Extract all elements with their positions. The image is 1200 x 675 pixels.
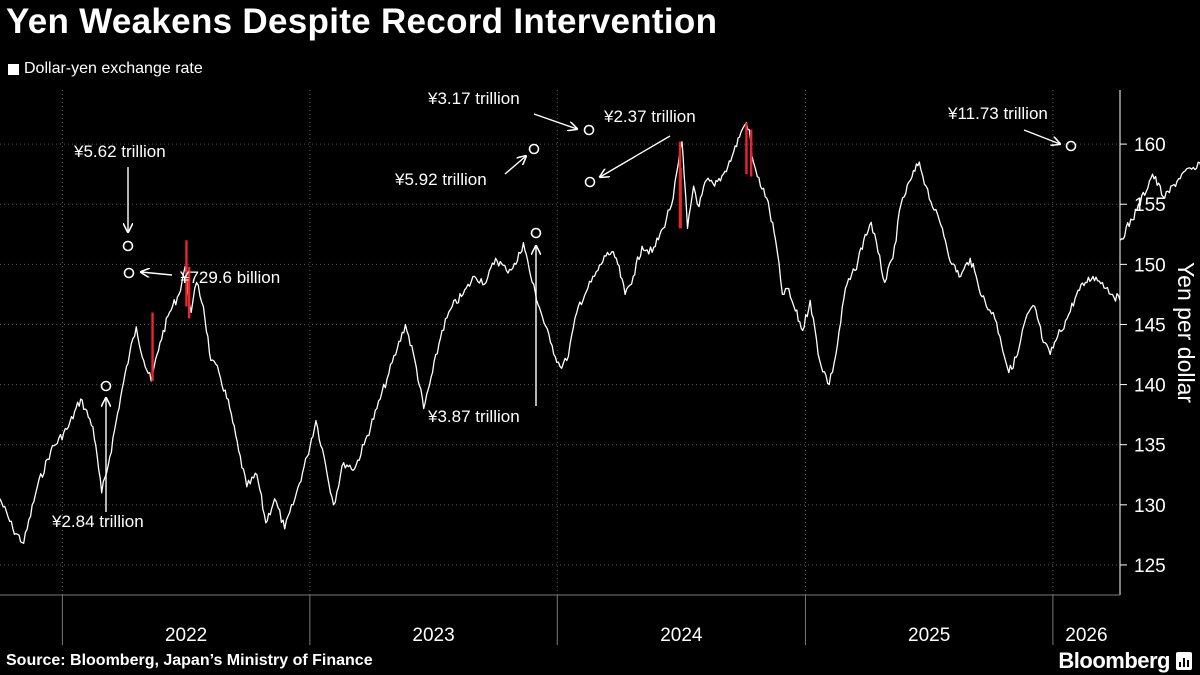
y-tick-label: 155 — [1134, 195, 1166, 216]
legend-label: Dollar-yen exchange rate — [24, 60, 203, 77]
intervention-marker — [1065, 140, 1077, 152]
annotation-arrow — [141, 272, 173, 275]
annotation-label: ¥2.37 trillion — [603, 107, 696, 126]
y-axis: 125 130 135 140 145 150 155 160 Yen per dollar — [1119, 90, 1199, 595]
y-tick-label: 125 — [1134, 556, 1166, 577]
y-tick-label: 160 — [1134, 135, 1166, 156]
annotation-label: ¥729.6 billion — [179, 268, 280, 287]
intervention-marker — [123, 267, 135, 279]
brand-wordmark: Bloomberg — [1058, 648, 1170, 673]
intervention-marker — [530, 227, 542, 239]
intervention-marker — [583, 124, 595, 136]
annotation-label: ¥3.87 trillion — [427, 407, 520, 426]
series-path — [0, 121, 1121, 544]
annotation-label: ¥3.17 trillion — [427, 89, 520, 108]
annotation-label: ¥5.62 trillion — [73, 142, 166, 161]
x-tick-label: 2023 — [412, 625, 454, 646]
y-tick-label: 140 — [1134, 376, 1166, 397]
intervention-marker — [100, 380, 112, 392]
legend-swatch — [8, 63, 19, 75]
series-line — [0, 121, 1200, 544]
annotation-label: ¥11.73 trillion — [947, 104, 1048, 123]
legend: Dollar-yen exchange rate — [8, 60, 203, 78]
x-tick-label: 2024 — [660, 625, 703, 646]
x-axis: 2022 2023 2024 2025 2026 — [0, 594, 1120, 646]
annotation-arrow — [1023, 129, 1060, 144]
x-tick-label: 2022 — [165, 625, 207, 646]
y-axis-title: Yen per dollar — [1173, 262, 1199, 403]
annotation-arrow — [533, 113, 577, 129]
source-note: Source: Bloomberg, Japan’s Ministry of F… — [6, 652, 373, 669]
bloomberg-chart-icon — [1176, 652, 1192, 670]
intervention-marker — [584, 176, 596, 188]
annotation-arrow — [600, 135, 671, 177]
intervention-marks — [151, 122, 753, 381]
y-tick-label: 135 — [1134, 436, 1166, 457]
annotation-label: ¥5.92 trillion — [394, 170, 487, 189]
series-path — [1119, 161, 1200, 241]
annotation-arrow — [504, 156, 526, 175]
y-tick-label: 145 — [1134, 315, 1166, 336]
x-tick-label: 2025 — [908, 625, 950, 646]
annotation-label: ¥2.84 trillion — [51, 512, 144, 531]
brand: Bloomberg — [1058, 648, 1192, 674]
y-tick-label: 150 — [1134, 255, 1166, 276]
intervention-marker — [122, 240, 134, 252]
gridlines — [0, 90, 1120, 595]
y-tick-label: 130 — [1134, 496, 1166, 517]
intervention-marker — [528, 143, 540, 155]
x-tick-label: 2026 — [1065, 625, 1107, 646]
annotations: ¥2.84 trillion ¥5.62 trillion ¥729.6 billi… — [51, 89, 1077, 531]
chart-title: Yen Weakens Despite Record Intervention — [6, 2, 718, 41]
